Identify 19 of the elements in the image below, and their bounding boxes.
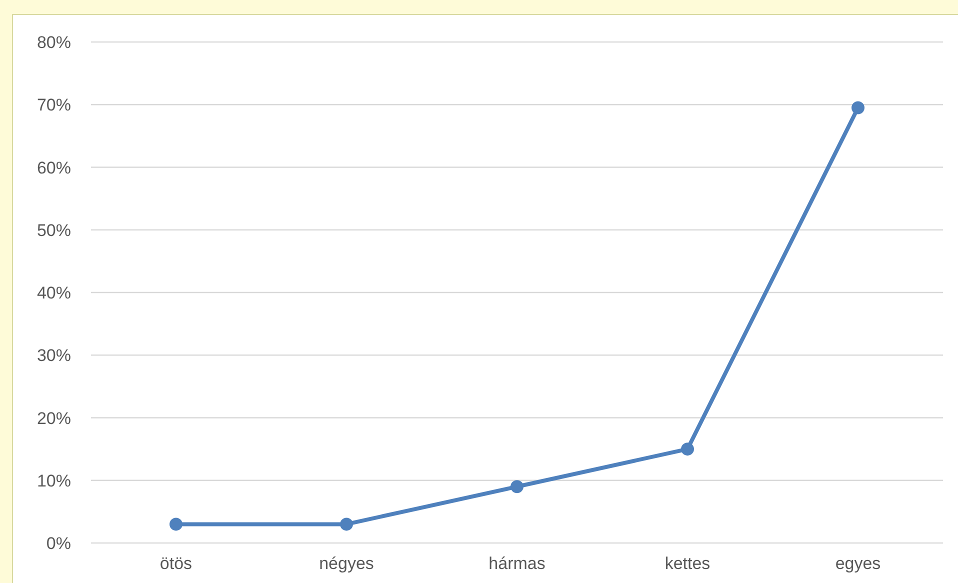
y-tick-label: 80% (36, 33, 71, 52)
x-tick-label: kettes (664, 554, 710, 574)
y-tick-label: 70% (36, 96, 71, 115)
point (340, 518, 353, 531)
y-tick-label: 60% (36, 158, 71, 178)
point (510, 480, 524, 494)
x-tick-label: négyes (319, 554, 374, 574)
y-tick-label: 50% (36, 220, 71, 240)
y-tick-label: 0% (46, 534, 71, 554)
y-tick-label: 40% (36, 284, 71, 303)
point (170, 518, 182, 531)
y-tick-label: 10% (36, 471, 71, 490)
x-tick-label: egyes (835, 554, 881, 574)
point (681, 442, 694, 456)
point (852, 101, 864, 114)
x-tick-label: hármas (488, 554, 546, 574)
y-tick-label: 20% (36, 408, 71, 428)
x-tick-label: ötös (160, 554, 192, 574)
y-tick-label: 30% (36, 346, 71, 366)
